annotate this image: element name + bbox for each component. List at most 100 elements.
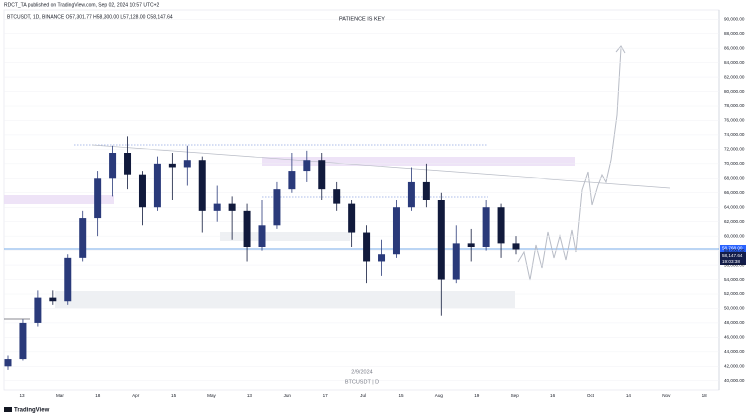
y-tick-label: 84,000.00 bbox=[724, 60, 745, 65]
chart-title: PATIENCE IS KEY bbox=[339, 16, 385, 22]
candle-body bbox=[467, 243, 475, 247]
candle-body bbox=[109, 153, 117, 179]
y-tick-label: 50,000.00 bbox=[724, 306, 745, 311]
candle-body bbox=[34, 297, 42, 323]
x-tick-label: 16 bbox=[550, 393, 556, 398]
y-tick-label: 80,000.00 bbox=[724, 89, 745, 94]
watermark-date: 2/9/2024 bbox=[351, 369, 372, 375]
y-tick-label: 48,000.00 bbox=[724, 320, 745, 325]
candle-body bbox=[482, 207, 490, 247]
x-tick-label: Mar bbox=[56, 393, 64, 398]
publisher: RDCT_TA published on TradingView.com, Se… bbox=[4, 2, 160, 8]
line-price-label: 58,768.00 bbox=[722, 246, 743, 251]
candle-body bbox=[138, 174, 146, 208]
candle-body bbox=[64, 257, 72, 302]
x-tick-label: Jul bbox=[360, 393, 366, 398]
x-tick-label: 15 bbox=[398, 393, 404, 398]
x-tick-label: Sep bbox=[511, 393, 520, 398]
x-tick-label: 19 bbox=[474, 393, 480, 398]
trend-line bbox=[91, 144, 671, 189]
y-tick-label: 88,000.00 bbox=[724, 31, 745, 36]
brand: TradingView bbox=[14, 408, 50, 414]
candle-body bbox=[392, 207, 400, 255]
candle-body bbox=[198, 160, 206, 211]
countdown: 19:03:38 bbox=[722, 259, 740, 264]
candle-body bbox=[19, 322, 27, 360]
grid bbox=[4, 18, 719, 382]
x-tick-label: 18 bbox=[702, 393, 708, 398]
resistance-zone bbox=[4, 195, 114, 204]
x-tick-label: Oct bbox=[587, 393, 595, 398]
y-tick-label: 60,000.00 bbox=[724, 233, 745, 238]
y-tick-label: 90,000.00 bbox=[724, 16, 745, 21]
candle-body bbox=[303, 160, 311, 172]
candle-body bbox=[363, 232, 371, 262]
last-price-tag bbox=[720, 252, 746, 265]
drawings bbox=[4, 45, 719, 320]
y-tick-label: 40,000.00 bbox=[724, 378, 745, 383]
candle-body bbox=[318, 160, 326, 190]
candle-body bbox=[79, 218, 87, 258]
candle-body bbox=[213, 203, 221, 211]
candle-body bbox=[153, 163, 161, 208]
y-tick-label: 74,000.00 bbox=[724, 132, 745, 137]
y-tick-label: 44,000.00 bbox=[724, 349, 745, 354]
y-tick-label: 70,000.00 bbox=[724, 161, 745, 166]
x-tick-label: 13 bbox=[19, 393, 25, 398]
x-tick-label: May bbox=[207, 393, 216, 398]
x-tick-label: Apr bbox=[132, 393, 140, 398]
candle-body bbox=[258, 225, 266, 247]
last-price-label: 58,147.64 bbox=[722, 253, 743, 258]
y-tick-label: 52,000.00 bbox=[724, 291, 745, 296]
candle-body bbox=[378, 254, 386, 262]
x-tick-label: 13 bbox=[247, 393, 253, 398]
y-tick-label: 62,000.00 bbox=[724, 219, 745, 224]
candle-body bbox=[288, 171, 296, 190]
candle-body bbox=[94, 178, 102, 219]
y-tick-label: 86,000.00 bbox=[724, 45, 745, 50]
candle-body bbox=[348, 203, 356, 233]
candle-body bbox=[49, 297, 57, 302]
candle-body bbox=[243, 210, 251, 247]
y-tick-label: 68,000.00 bbox=[724, 176, 745, 181]
symbol-info: BTCUSDT, 1D, BINANCE O57,301.77 H58,300.… bbox=[7, 14, 173, 20]
y-tick-label: 46,000.00 bbox=[724, 335, 745, 340]
y-tick-label: 54,000.00 bbox=[724, 277, 745, 282]
y-tick-label: 56,000.00 bbox=[724, 262, 745, 267]
demand-zone bbox=[55, 291, 515, 308]
line-price-tag bbox=[720, 245, 746, 252]
candle-body bbox=[333, 189, 341, 204]
candle-body bbox=[497, 207, 505, 244]
candle-body bbox=[273, 189, 281, 226]
candle-body bbox=[168, 163, 176, 168]
candle-body bbox=[407, 181, 415, 208]
watermark-symbol: BTCUSDT | D bbox=[345, 379, 379, 385]
y-tick-label: 82,000.00 bbox=[724, 74, 745, 79]
y-tick-label: 78,000.00 bbox=[724, 103, 745, 108]
y-tick-label: 76,000.00 bbox=[724, 118, 745, 123]
candle-body bbox=[183, 160, 191, 168]
y-tick-label: 66,000.00 bbox=[724, 190, 745, 195]
x-tick-label: Jun bbox=[284, 393, 292, 398]
projection-arrow bbox=[615, 45, 626, 54]
x-tick-label: 15 bbox=[171, 393, 177, 398]
candle-body bbox=[4, 359, 12, 367]
x-tick-label: 14 bbox=[626, 393, 632, 398]
y-tick-label: 58,000.00 bbox=[724, 248, 745, 253]
x-tick-label: Nov bbox=[662, 393, 671, 398]
y-tick-label: 42,000.00 bbox=[724, 364, 745, 369]
candle-body bbox=[124, 153, 132, 175]
candle-body bbox=[422, 181, 430, 200]
candles bbox=[4, 136, 520, 370]
x-tick-label: 17 bbox=[323, 393, 329, 398]
brand-logo bbox=[4, 407, 12, 412]
y-tick-label: 72,000.00 bbox=[724, 147, 745, 152]
x-tick-label: Aug bbox=[435, 393, 444, 398]
y-tick-label: 64,000.00 bbox=[724, 204, 745, 209]
zone bbox=[220, 232, 350, 241]
candle-body bbox=[512, 243, 520, 250]
x-tick-label: 18 bbox=[95, 393, 101, 398]
